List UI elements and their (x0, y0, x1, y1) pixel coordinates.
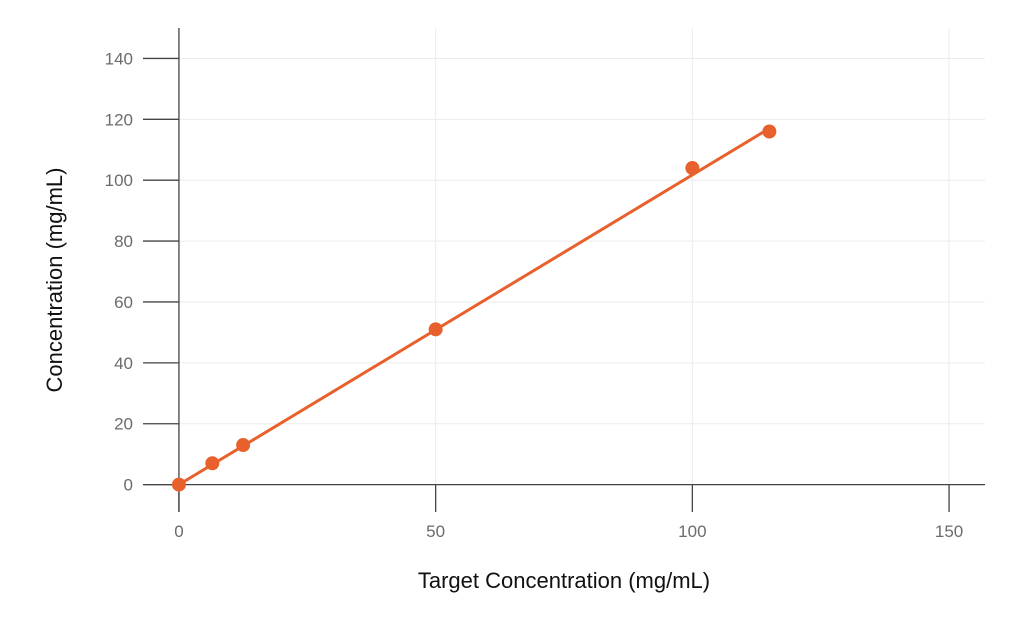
y-tick-label: 0 (124, 476, 133, 495)
fit-line (177, 126, 771, 487)
data-point (685, 161, 700, 176)
x-tick-label: 0 (174, 522, 183, 541)
y-tick-label: 100 (105, 171, 133, 190)
data-point (236, 438, 251, 453)
data-series (171, 124, 777, 492)
data-point (762, 124, 777, 139)
y-tick-label: 80 (114, 232, 133, 251)
y-tick-label: 20 (114, 415, 133, 434)
y-tick-label: 60 (114, 293, 133, 312)
tick-labels: 0 50 100 150 0 20 40 60 80 100 120 140 (105, 49, 964, 541)
x-tick-label: 100 (678, 522, 706, 541)
x-axis-title: Target Concentration (mg/mL) (418, 568, 710, 593)
y-axis-title: Concentration (mg/mL) (42, 168, 67, 393)
y-tick-label: 40 (114, 354, 133, 373)
x-tick-label: 50 (426, 522, 445, 541)
data-point (171, 477, 186, 492)
data-point (428, 322, 443, 337)
y-tick-label: 120 (105, 110, 133, 129)
x-tick-label: 150 (935, 522, 963, 541)
axes (143, 28, 985, 512)
y-tick-label: 140 (105, 49, 133, 68)
data-point (205, 456, 220, 471)
grid-lines (143, 28, 985, 512)
